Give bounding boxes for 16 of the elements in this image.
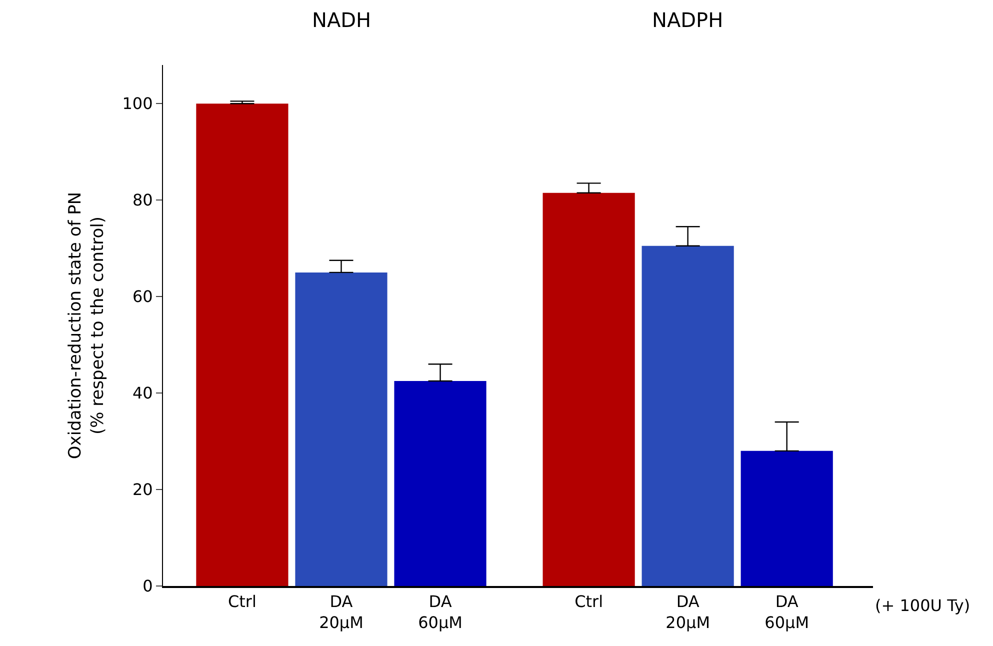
y-axis-title: Oxidation-reduction state of PN (% respect to the control)	[66, 192, 108, 460]
text: NADH	[312, 8, 372, 32]
x-tick-label: DA 20μM	[666, 592, 710, 632]
x-tick-label: DA 60μM	[418, 592, 462, 632]
x-tick-label: Ctrl	[228, 592, 256, 612]
y-tick-label: 0	[142, 576, 153, 596]
y-tick-label: 100	[122, 94, 153, 114]
y-tick-label: 40	[132, 384, 153, 403]
y-tick-label: 60	[132, 287, 153, 306]
y-tick-label: 20	[132, 480, 153, 500]
x-tick-label: DA 20μM	[319, 592, 364, 632]
x-tick-label: DA 60μM	[764, 592, 810, 632]
x-tick-label: Ctrl	[574, 592, 604, 612]
y-tick-label: 80	[132, 190, 153, 210]
text: (+ 100U Ty)	[875, 596, 970, 615]
text: NADPH	[652, 8, 724, 32]
